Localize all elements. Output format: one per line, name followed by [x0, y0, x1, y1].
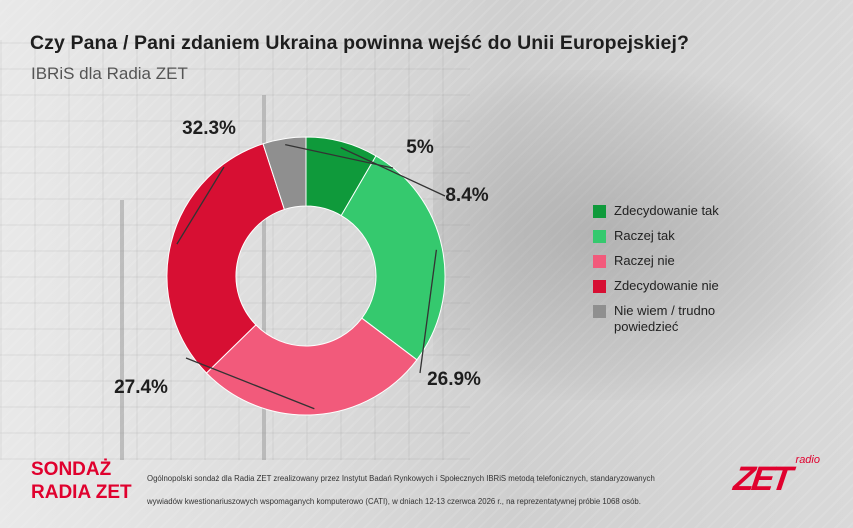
value-label: 26.9%	[427, 369, 481, 390]
legend-item-nie-wiem: Nie wiem / trudno powiedzieć	[593, 303, 719, 335]
methodology-note: Ogólnopolski sondaż dla Radia ZET zreali…	[147, 467, 692, 513]
legend-swatch	[593, 255, 606, 268]
legend-label: Nie wiem / trudno powiedzieć	[614, 303, 716, 334]
legend-item-raczej-tak: Raczej tak	[593, 228, 719, 244]
legend-swatch	[593, 305, 606, 318]
leader-line	[176, 166, 225, 245]
brand-line1: SONDAŻ	[31, 459, 112, 480]
chart-title: Czy Pana / Pani zdaniem Ukraina powinna …	[30, 32, 690, 54]
donut-slice-5	[262, 136, 307, 211]
legend-swatch	[593, 205, 606, 218]
brand-line2: RADIA ZET	[31, 482, 132, 503]
value-label: 5%	[406, 137, 434, 158]
brand-sondaz-radia-zet: SONDAŻ RADIA ZET	[31, 458, 132, 504]
methodology-note-line1: Ogólnopolski sondaż dla Radia ZET zreali…	[147, 474, 655, 483]
methodology-note-line2: wywiadów kwestionariuszowych wspomaganyc…	[147, 497, 641, 506]
legend-label: Zdecydowanie tak	[614, 203, 719, 218]
donut-slice-3	[205, 317, 418, 416]
logo-zet-text: ZET	[731, 460, 792, 498]
donut-slice-4	[166, 143, 285, 374]
logo-radio-text: radio	[795, 454, 820, 466]
leader-line	[340, 147, 446, 197]
legend-label: Raczej nie	[614, 253, 675, 268]
legend-item-zdecydowanie-tak: Zdecydowanie tak	[593, 203, 719, 219]
legend-item-zdecydowanie-nie: Zdecydowanie nie	[593, 278, 719, 294]
value-label: 27.4%	[114, 377, 168, 398]
chart-subtitle: IBRiS dla Radia ZET	[31, 64, 188, 83]
background-eu-flag	[433, 70, 853, 400]
background-flagpole	[262, 95, 266, 460]
legend: Zdecydowanie tak Raczej tak Raczej nie Z…	[593, 203, 719, 344]
value-label: 32.3%	[182, 118, 236, 139]
legend-swatch	[593, 230, 606, 243]
legend-swatch	[593, 280, 606, 293]
value-label: 8.4%	[445, 185, 488, 206]
leader-line	[185, 357, 315, 410]
radio-zet-logo: radio ZET	[730, 454, 826, 500]
legend-item-raczej-nie: Raczej nie	[593, 253, 719, 269]
leader-line	[285, 144, 394, 169]
background-flagpole	[120, 200, 124, 460]
leader-line	[419, 249, 438, 374]
legend-label: Raczej tak	[614, 228, 675, 243]
legend-label: Zdecydowanie nie	[614, 278, 719, 293]
donut-slice-2	[340, 155, 446, 361]
